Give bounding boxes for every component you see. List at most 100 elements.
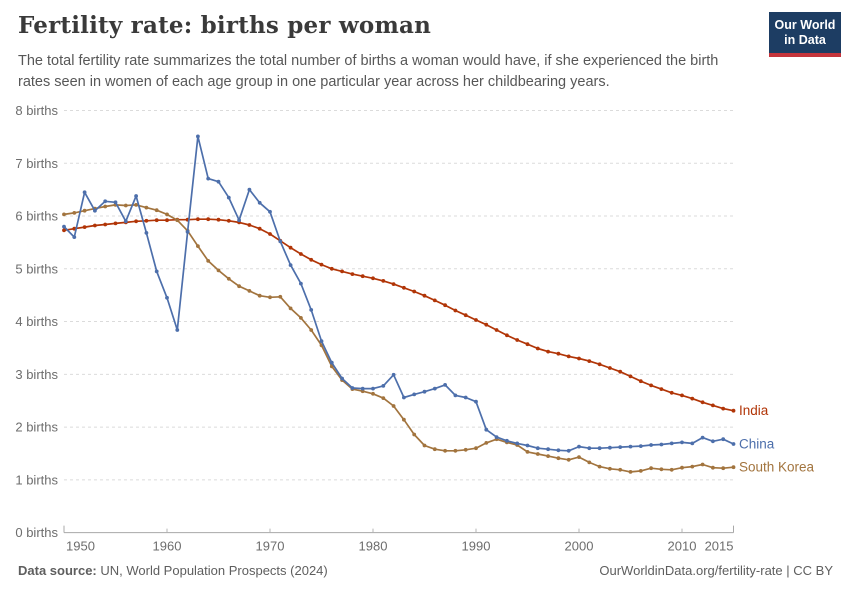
data-point[interactable]	[103, 204, 108, 209]
data-point[interactable]	[608, 445, 612, 450]
data-point[interactable]	[556, 448, 561, 453]
data-point[interactable]	[669, 441, 674, 446]
data-point[interactable]	[216, 268, 221, 273]
data-point[interactable]	[515, 338, 520, 342]
data-point[interactable]	[237, 218, 242, 223]
data-point[interactable]	[566, 457, 571, 462]
data-point[interactable]	[628, 374, 633, 379]
data-point[interactable]	[247, 223, 252, 227]
data-point[interactable]	[432, 447, 437, 452]
data-point[interactable]	[659, 387, 664, 391]
data-point[interactable]	[350, 386, 355, 390]
data-point[interactable]	[535, 446, 540, 451]
data-point[interactable]	[206, 176, 211, 181]
data-point[interactable]	[453, 448, 458, 453]
data-point[interactable]	[474, 399, 478, 404]
owid-logo[interactable]: Our World in Data	[769, 12, 841, 57]
data-point[interactable]	[134, 194, 139, 198]
data-point[interactable]	[206, 217, 211, 222]
data-point[interactable]	[268, 295, 272, 300]
data-point[interactable]	[391, 404, 396, 408]
data-point[interactable]	[391, 372, 396, 377]
data-point[interactable]	[278, 239, 283, 244]
series-line[interactable]	[63, 218, 734, 412]
series-label-china[interactable]: China	[739, 436, 775, 451]
data-point[interactable]	[422, 389, 427, 394]
data-point[interactable]	[319, 339, 324, 343]
series-line[interactable]	[63, 204, 734, 473]
data-point[interactable]	[206, 259, 211, 263]
data-point[interactable]	[185, 230, 190, 234]
data-point[interactable]	[144, 218, 149, 223]
data-point[interactable]	[360, 386, 365, 391]
data-point[interactable]	[484, 322, 489, 327]
data-point[interactable]	[350, 272, 355, 276]
data-point[interactable]	[628, 444, 633, 449]
data-point[interactable]	[463, 447, 468, 452]
data-point[interactable]	[360, 274, 365, 279]
data-point[interactable]	[711, 439, 715, 444]
data-point[interactable]	[329, 360, 334, 365]
data-point[interactable]	[638, 444, 643, 448]
data-point[interactable]	[226, 276, 231, 281]
data-point[interactable]	[278, 294, 283, 299]
data-point[interactable]	[402, 417, 406, 422]
data-point[interactable]	[154, 208, 159, 213]
data-point[interactable]	[175, 218, 180, 223]
data-point[interactable]	[299, 316, 303, 320]
data-point[interactable]	[226, 218, 231, 223]
data-point[interactable]	[597, 464, 602, 469]
data-point[interactable]	[93, 223, 97, 228]
data-point[interactable]	[432, 298, 437, 303]
data-point[interactable]	[268, 209, 272, 214]
data-point[interactable]	[700, 462, 705, 467]
series-south-korea[interactable]: South Korea	[62, 203, 815, 475]
data-point[interactable]	[566, 354, 571, 359]
data-point[interactable]	[525, 443, 530, 448]
data-point[interactable]	[371, 391, 375, 396]
data-point[interactable]	[577, 455, 581, 459]
data-point[interactable]	[618, 445, 623, 449]
data-point[interactable]	[391, 282, 396, 286]
data-point[interactable]	[649, 443, 653, 447]
data-point[interactable]	[288, 245, 293, 250]
data-point[interactable]	[432, 386, 437, 391]
data-point[interactable]	[700, 435, 705, 440]
data-point[interactable]	[134, 203, 139, 207]
data-point[interactable]	[226, 195, 231, 200]
data-point[interactable]	[62, 228, 66, 233]
data-point[interactable]	[535, 452, 540, 456]
data-point[interactable]	[638, 469, 643, 473]
data-point[interactable]	[474, 446, 478, 451]
data-point[interactable]	[247, 289, 252, 293]
data-point[interactable]	[196, 217, 200, 222]
data-point[interactable]	[577, 444, 581, 449]
data-point[interactable]	[453, 308, 458, 313]
data-point[interactable]	[494, 435, 499, 439]
data-point[interactable]	[711, 403, 715, 408]
data-point[interactable]	[453, 393, 458, 398]
data-point[interactable]	[618, 369, 623, 374]
data-point[interactable]	[638, 379, 643, 384]
series-line[interactable]	[63, 135, 734, 452]
data-point[interactable]	[597, 362, 602, 367]
data-point[interactable]	[566, 448, 571, 453]
data-point[interactable]	[721, 437, 726, 442]
data-point[interactable]	[515, 441, 520, 446]
data-point[interactable]	[412, 392, 417, 397]
data-point[interactable]	[329, 266, 334, 271]
data-point[interactable]	[556, 456, 561, 461]
data-point[interactable]	[196, 134, 200, 139]
data-point[interactable]	[340, 269, 344, 274]
data-point[interactable]	[649, 383, 653, 388]
data-point[interactable]	[525, 450, 530, 454]
data-point[interactable]	[288, 263, 293, 267]
data-point[interactable]	[402, 395, 406, 400]
data-point[interactable]	[731, 442, 736, 446]
data-point[interactable]	[123, 203, 128, 208]
data-point[interactable]	[597, 446, 602, 451]
data-point[interactable]	[587, 446, 592, 451]
data-point[interactable]	[299, 252, 303, 256]
data-point[interactable]	[680, 440, 684, 445]
series-label-india[interactable]: India	[739, 403, 769, 418]
